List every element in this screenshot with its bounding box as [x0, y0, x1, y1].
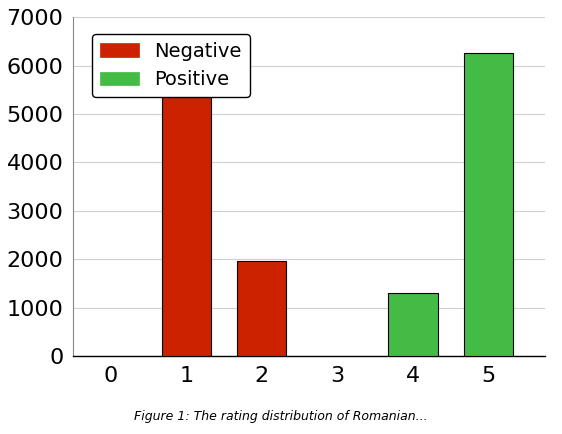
Text: Figure 1: The rating distribution of Romanian...: Figure 1: The rating distribution of Rom…	[134, 410, 428, 423]
Bar	[162, 85, 211, 356]
Bar	[388, 293, 437, 356]
Legend: Negative, Positive: Negative, Positive	[92, 34, 250, 97]
Bar	[464, 53, 513, 356]
Bar	[237, 261, 287, 356]
